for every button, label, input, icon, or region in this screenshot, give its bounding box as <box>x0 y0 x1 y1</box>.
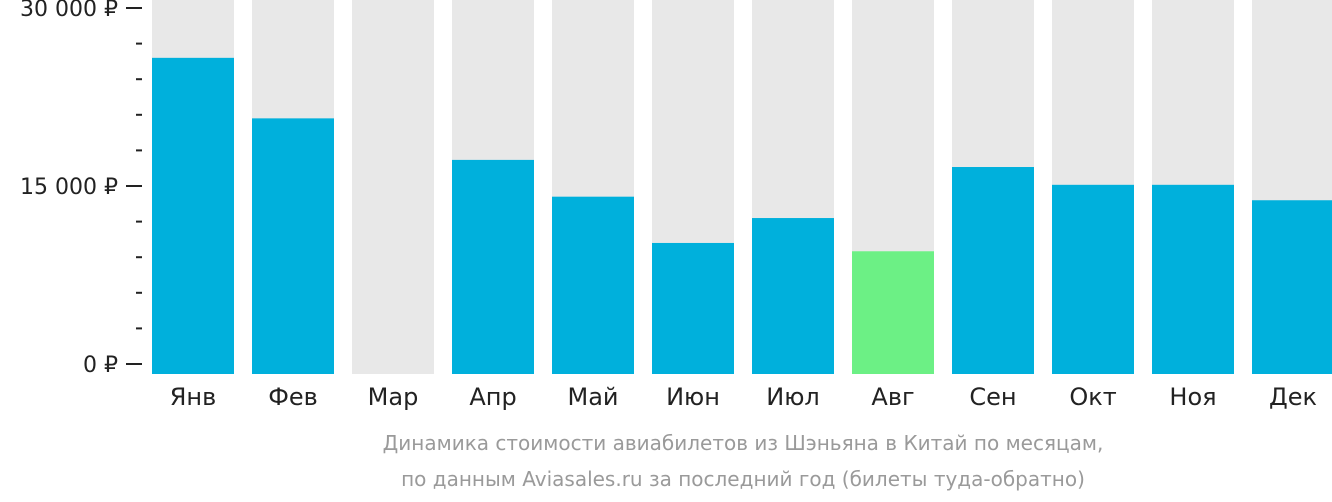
price-bar-chart: 0 ₽ 15 000 ₽ 30 000 ₽ Янв Фев Мар Апр Май Июн Ию… <box>20 0 1332 411</box>
bar[interactable] <box>452 159 534 374</box>
y-axis: 0 ₽ 15 000 ₽ 30 000 ₽ <box>20 0 142 378</box>
bar[interactable] <box>852 251 934 374</box>
x-tick-label: Май <box>567 383 618 411</box>
bars-group <box>152 0 1332 375</box>
bar[interactable] <box>1052 184 1134 374</box>
y-tick-label: 15 000 ₽ <box>20 175 118 200</box>
y-tick-label: 30 000 ₽ <box>20 0 118 22</box>
x-tick-label: Мар <box>368 383 419 411</box>
x-tick-label: Авг <box>871 383 914 411</box>
bar[interactable] <box>652 242 734 374</box>
x-tick-label: Апр <box>469 383 516 411</box>
y-tick-label: 0 ₽ <box>83 353 118 378</box>
bar[interactable] <box>952 167 1034 374</box>
bar[interactable] <box>1252 200 1332 374</box>
x-tick-label: Дек <box>1269 383 1317 411</box>
x-tick-label: Июл <box>766 383 820 411</box>
x-tick-label: Ноя <box>1169 383 1216 411</box>
x-tick-label: Июн <box>666 383 720 411</box>
x-tick-label: Янв <box>170 383 217 411</box>
x-tick-label: Окт <box>1069 383 1116 411</box>
bar[interactable] <box>752 218 834 374</box>
x-tick-label: Сен <box>969 383 1016 411</box>
chart-caption-line-1: Динамика стоимости авиабилетов из Шэньян… <box>382 431 1104 455</box>
chart-caption-line-2: по данным Aviasales.ru за последний год … <box>401 467 1085 491</box>
bar-background <box>352 0 434 374</box>
bar[interactable] <box>1152 184 1234 374</box>
bar[interactable] <box>252 118 334 374</box>
x-axis: Янв Фев Мар Апр Май Июн Июл Авг Сен Окт Ноя Дек <box>170 383 1317 411</box>
bar[interactable] <box>552 196 634 374</box>
x-tick-label: Фев <box>268 383 318 411</box>
bar[interactable] <box>152 57 234 375</box>
